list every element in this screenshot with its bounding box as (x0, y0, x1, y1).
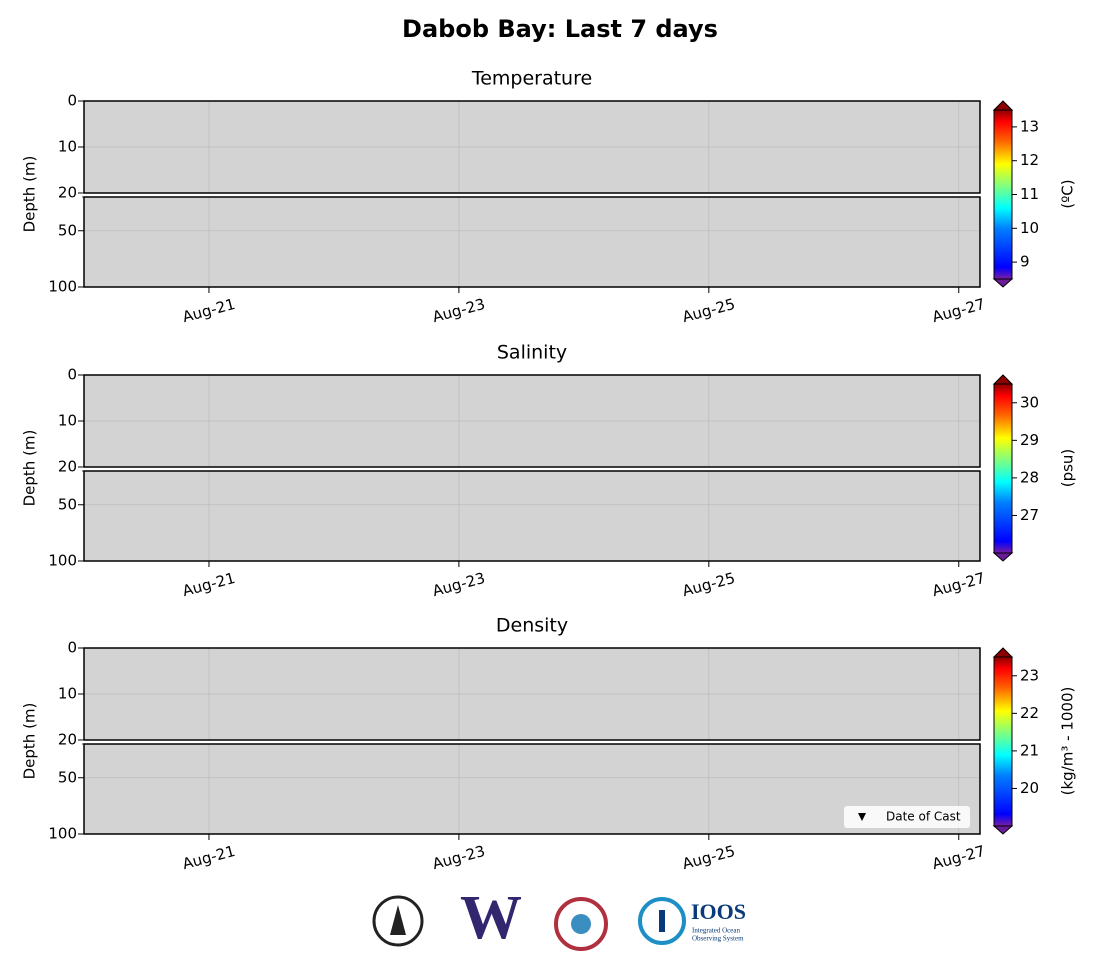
ioos-ring (638, 897, 686, 945)
colorbar-extend (992, 100, 1014, 111)
legend-marker (858, 813, 866, 821)
colorbar-frame (993, 656, 1013, 827)
x-tick-label: Aug-23 (430, 295, 487, 326)
y-tick-label: 50 (58, 221, 77, 239)
x-tick-label: Aug-27 (930, 842, 987, 873)
segment-gap (82, 467, 982, 471)
segment-gap (82, 740, 982, 744)
colorbar-tick-label: 13 (1020, 117, 1039, 135)
x-tick-label: Aug-25 (680, 842, 737, 873)
colorbar-label: (psu) (1059, 449, 1077, 488)
y-tick-label: 20 (58, 184, 77, 202)
plot-frame (83, 100, 981, 194)
colorbar-label: (ºC) (1059, 179, 1077, 208)
colorbar-extend (992, 374, 1014, 385)
colorbar-tick-label: 9 (1020, 253, 1030, 271)
ioos-mark (659, 910, 665, 932)
x-tick-label: Aug-25 (680, 295, 737, 326)
colorbar (994, 657, 1012, 826)
x-tick-label: Aug-21 (181, 842, 238, 873)
y-axis-label: Depth (m) (21, 156, 39, 233)
y-tick-label: 50 (58, 495, 77, 513)
colorbar-label: (kg/m³ - 1000) (1059, 687, 1077, 796)
x-tick-label: Aug-21 (181, 569, 238, 600)
uw-logo: W (460, 884, 522, 952)
y-tick-label: 0 (67, 92, 77, 110)
colorbar-tick-label: 22 (1020, 704, 1039, 722)
colorbar-extend (992, 278, 1014, 288)
colorbar-extend (992, 552, 1014, 562)
plot-frame (83, 470, 981, 562)
y-tick-label: 10 (58, 412, 77, 430)
y-tick-label: 20 (58, 458, 77, 476)
x-tick-label: Aug-23 (430, 842, 487, 873)
y-tick-label: 0 (67, 639, 77, 657)
y-tick-label: 0 (67, 366, 77, 384)
panel-title: Salinity (497, 342, 567, 364)
y-tick-label: 50 (58, 768, 77, 786)
x-tick-label: Aug-23 (430, 569, 487, 600)
colorbar (994, 110, 1012, 279)
plot-frame (83, 196, 981, 288)
colorbar-extend (992, 825, 1014, 835)
colorbar-frame (993, 383, 1013, 554)
y-tick-label: 100 (48, 825, 77, 843)
colorbar-tick-label: 27 (1020, 506, 1039, 524)
panel-title: Temperature (471, 68, 592, 90)
colorbar-tick-label: 23 (1020, 666, 1039, 684)
x-tick-label: Aug-25 (680, 569, 737, 600)
legend-box (844, 806, 970, 828)
y-tick-label: 100 (48, 552, 77, 570)
x-tick-label: Aug-27 (930, 295, 987, 326)
x-tick-label: Aug-21 (181, 295, 238, 326)
y-tick-label: 10 (58, 138, 77, 156)
plot-frame (83, 647, 981, 741)
colorbar-tick-label: 20 (1020, 779, 1039, 797)
y-tick-label: 100 (48, 278, 77, 296)
segment-gap (82, 193, 982, 197)
colorbar-tick-label: 29 (1020, 431, 1039, 449)
legend-label: Date of Cast (886, 810, 961, 824)
logos: W IOOS Integrated Ocean Observing System (372, 884, 746, 952)
colorbar-tick-label: 12 (1020, 151, 1039, 169)
plot-frame (83, 743, 981, 835)
colorbar-tick-label: 21 (1020, 741, 1039, 759)
colorbar-tick-label: 11 (1020, 185, 1039, 203)
plot-frame (83, 374, 981, 468)
y-tick-label: 10 (58, 685, 77, 703)
lighthouse-icon (390, 905, 406, 935)
y-axis-label: Depth (m) (21, 703, 39, 780)
colorbar-tick-label: 10 (1020, 219, 1039, 237)
figure-title: Dabob Bay: Last 7 days (402, 15, 718, 43)
colorbar-tick-label: 28 (1020, 468, 1039, 486)
panel-title: Density (496, 615, 568, 637)
colorbar-extend (992, 647, 1014, 658)
x-tick-label: Aug-27 (930, 569, 987, 600)
ioos-subtext: Integrated Ocean (692, 927, 740, 935)
ioos-text: IOOS (691, 899, 746, 924)
y-axis-label: Depth (m) (21, 430, 39, 507)
y-tick-label: 20 (58, 731, 77, 749)
colorbar (994, 384, 1012, 553)
colorbar-tick-label: 30 (1020, 393, 1039, 411)
ioos-subtext: Observing System (692, 935, 744, 943)
nanoos-center (571, 914, 591, 934)
